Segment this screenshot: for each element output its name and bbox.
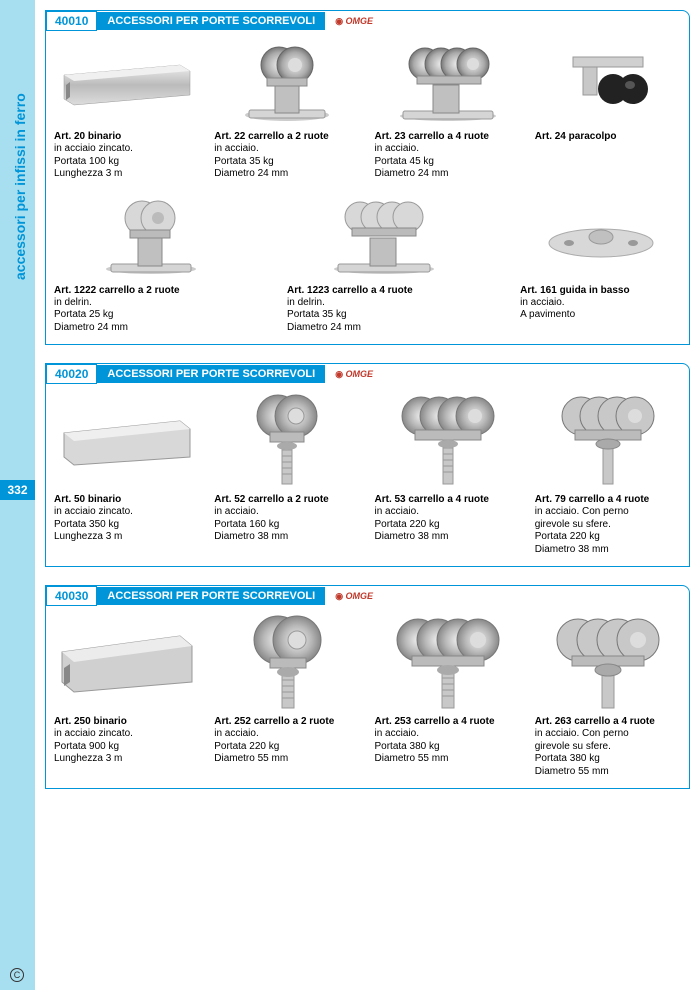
product-title: Art. 263 carrello a 4 ruote [535,716,681,727]
product-image [214,612,360,712]
section-code: 40020 [46,364,97,384]
product-grid: Art. 20 binario in acciaio zincato. Port… [54,37,681,181]
product-desc: in acciaio. A pavimento [520,297,681,322]
product-item: Art. 20 binario in acciaio zincato. Port… [54,37,200,181]
product-image [54,191,247,281]
product-desc: in delrin. Portata 35 kg Diametro 24 mm [287,297,480,335]
product-title: Art. 252 carrello a 2 ruote [214,716,360,727]
product-desc: in delrin. Portata 25 kg Diametro 24 mm [54,297,247,335]
product-title: Art. 53 carrello a 4 ruote [375,494,521,505]
product-desc: in acciaio. Con perno girevole su sfere.… [535,728,681,778]
product-title: Art. 161 guida in basso [520,285,681,296]
brand-logo: OMGE [335,591,373,602]
product-title: Art. 253 carrello a 4 ruote [375,716,521,727]
product-image [54,390,200,490]
footer-icon: C [10,968,24,982]
product-image [287,191,480,281]
product-item: Art. 52 carrello a 2 ruote in acciaio. P… [214,390,360,556]
page-number: 332 [0,480,35,500]
section-code: 40030 [46,586,97,606]
product-image [54,612,200,712]
product-desc: in acciaio zincato. Portata 100 kg Lungh… [54,143,200,181]
product-title: Art. 79 carrello a 4 ruote [535,494,681,505]
section-40030: 40030 ACCESSORI PER PORTE SCORREVOLI OMG… [45,585,690,789]
product-desc: in acciaio zincato. Portata 350 kg Lungh… [54,506,200,544]
product-item: Art. 79 carrello a 4 ruote in acciaio. C… [535,390,681,556]
product-image [535,37,681,127]
product-desc: in acciaio. Portata 380 kg Diametro 55 m… [375,728,521,766]
product-title: Art. 1222 carrello a 2 ruote [54,285,247,296]
product-title: Art. 20 binario [54,131,200,142]
product-item: Art. 1222 carrello a 2 ruote in delrin. … [54,191,247,335]
product-item: Art. 50 binario in acciaio zincato. Port… [54,390,200,556]
product-grid: Art. 250 binario in acciaio zincato. Por… [54,612,681,778]
section-header: 40010 ACCESSORI PER PORTE SCORREVOLI OMG… [46,11,689,31]
section-40020: 40020 ACCESSORI PER PORTE SCORREVOLI OMG… [45,363,690,567]
product-image [54,37,200,127]
product-desc: in acciaio. Portata 45 kg Diametro 24 mm [375,143,521,181]
sidebar: accessori per infissi in ferro 332 [0,0,35,990]
product-image [520,191,681,281]
product-image [214,390,360,490]
product-image [375,390,521,490]
brand-logo: OMGE [335,16,373,27]
product-image [214,37,360,127]
product-grid: Art. 50 binario in acciaio zincato. Port… [54,390,681,556]
product-item: Art. 1223 carrello a 4 ruote in delrin. … [287,191,480,335]
product-item: Art. 24 paracolpo [535,37,681,181]
section-code: 40010 [46,11,97,31]
product-title: Art. 22 carrello a 2 ruote [214,131,360,142]
product-title: Art. 1223 carrello a 4 ruote [287,285,480,296]
product-image [535,612,681,712]
product-item: Art. 161 guida in basso in acciaio. A pa… [520,191,681,335]
product-grid-row2: Art. 1222 carrello a 2 ruote in delrin. … [54,191,681,335]
product-image [535,390,681,490]
content: 40010 ACCESSORI PER PORTE SCORREVOLI OMG… [45,10,690,807]
product-item: Art. 250 binario in acciaio zincato. Por… [54,612,200,778]
product-desc: in acciaio. Portata 220 kg Diametro 55 m… [214,728,360,766]
product-item: Art. 22 carrello a 2 ruote in acciaio. P… [214,37,360,181]
section-title: ACCESSORI PER PORTE SCORREVOLI [97,365,325,383]
product-item: Art. 23 carrello a 4 ruote in acciaio. P… [375,37,521,181]
product-image [375,37,521,127]
product-desc: in acciaio. Portata 160 kg Diametro 38 m… [214,506,360,544]
section-title: ACCESSORI PER PORTE SCORREVOLI [97,587,325,605]
product-title: Art. 24 paracolpo [535,131,681,142]
product-title: Art. 23 carrello a 4 ruote [375,131,521,142]
product-item: Art. 263 carrello a 4 ruote in acciaio. … [535,612,681,778]
product-title: Art. 52 carrello a 2 ruote [214,494,360,505]
section-title: ACCESSORI PER PORTE SCORREVOLI [97,12,325,30]
section-40010: 40010 ACCESSORI PER PORTE SCORREVOLI OMG… [45,10,690,345]
product-item: Art. 252 carrello a 2 ruote in acciaio. … [214,612,360,778]
sidebar-label: accessori per infissi in ferro [12,93,28,280]
product-image [375,612,521,712]
product-item: Art. 253 carrello a 4 ruote in acciaio. … [375,612,521,778]
product-item: Art. 53 carrello a 4 ruote in acciaio. P… [375,390,521,556]
product-desc: in acciaio. Con perno girevole su sfere.… [535,506,681,556]
product-desc: in acciaio. Portata 220 kg Diametro 38 m… [375,506,521,544]
product-desc: in acciaio zincato. Portata 900 kg Lungh… [54,728,200,766]
product-title: Art. 250 binario [54,716,200,727]
section-header: 40020 ACCESSORI PER PORTE SCORREVOLI OMG… [46,364,689,384]
product-desc: in acciaio. Portata 35 kg Diametro 24 mm [214,143,360,181]
section-header: 40030 ACCESSORI PER PORTE SCORREVOLI OMG… [46,586,689,606]
brand-logo: OMGE [335,369,373,380]
product-title: Art. 50 binario [54,494,200,505]
